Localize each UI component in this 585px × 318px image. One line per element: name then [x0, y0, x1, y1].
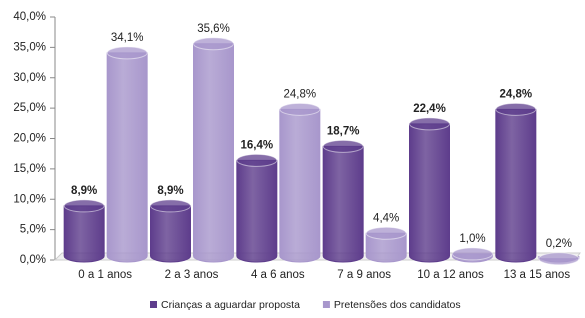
- bar-top: [194, 38, 234, 50]
- y-tick-label: 35,0%: [13, 41, 46, 53]
- y-tick-label: 40,0%: [13, 11, 46, 23]
- legend-swatch: [323, 301, 330, 308]
- y-tick-label: 30,0%: [13, 72, 46, 84]
- page: {"chart_data": {"type": "bar", "categori…: [0, 0, 585, 318]
- bar-top: [539, 253, 579, 265]
- y-tick-label: 10,0%: [13, 193, 46, 205]
- bar-top: [366, 227, 406, 239]
- y-tick-label: 15,0%: [13, 163, 46, 175]
- x-tick-label: 10 a 12 anos: [417, 269, 484, 281]
- value-label: 16,4%: [241, 139, 274, 151]
- x-tick-label: 4 a 6 anos: [251, 269, 305, 281]
- value-label: 24,8%: [284, 88, 317, 100]
- value-label: 22,4%: [413, 103, 446, 115]
- bar-top: [453, 248, 493, 260]
- x-tick-label: 0 a 1 anos: [78, 269, 132, 281]
- value-label: 35,6%: [197, 23, 230, 35]
- value-label: 18,7%: [327, 125, 360, 137]
- value-label: 8,9%: [157, 185, 183, 197]
- bar-top: [151, 200, 191, 212]
- bar: [237, 160, 277, 262]
- bar-top: [323, 140, 363, 152]
- y-tick-label: 5,0%: [20, 224, 46, 236]
- bar: [280, 109, 320, 262]
- bar-top: [107, 47, 147, 59]
- bar: [410, 124, 450, 262]
- x-tick-label: 2 a 3 anos: [165, 269, 219, 281]
- bar: [194, 44, 234, 262]
- bar-top: [237, 154, 277, 166]
- x-tick-label: 13 a 15 anos: [504, 269, 571, 281]
- bar: [107, 53, 147, 262]
- chart: 0,0% 5,0% 10,0% 15,0% 20,0% 25,0% 30,0% 35,0% 40…: [0, 0, 585, 318]
- bar: [323, 146, 363, 262]
- value-label: 1,0%: [459, 233, 485, 245]
- y-tick-label: 25,0%: [13, 102, 46, 114]
- value-label: 34,1%: [111, 32, 144, 44]
- y-tick-label: 0,0%: [20, 254, 46, 266]
- bar: [64, 206, 104, 262]
- bar-top: [496, 103, 536, 115]
- value-label: 0,2%: [546, 238, 572, 250]
- legend-swatch: [150, 301, 157, 308]
- bar-top: [64, 200, 104, 212]
- legend-label: Pretensões dos candidatos: [334, 299, 461, 311]
- bar: [496, 109, 536, 262]
- value-label: 8,9%: [71, 185, 97, 197]
- value-label: 4,4%: [373, 212, 399, 224]
- bar-top: [280, 103, 320, 115]
- value-label: 24,8%: [500, 88, 533, 100]
- bar: [151, 206, 191, 262]
- bar-top: [410, 118, 450, 130]
- x-tick-label: 7 a 9 anos: [337, 269, 391, 281]
- y-tick-label: 20,0%: [13, 133, 46, 145]
- legend-label: Crianças a aguardar proposta: [161, 299, 300, 311]
